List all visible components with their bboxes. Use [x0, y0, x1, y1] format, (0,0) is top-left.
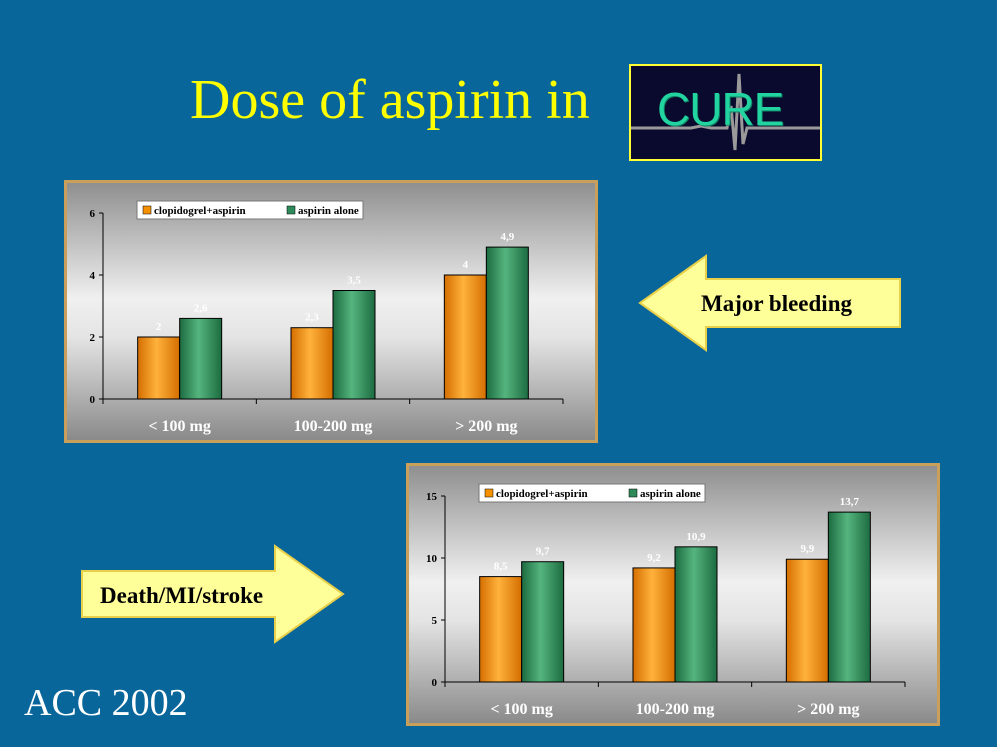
bar-aspirin — [179, 317, 223, 400]
bar-aspirin — [485, 246, 529, 400]
data-label-aspirin: 9,7 — [536, 546, 550, 558]
x-category-label: > 200 mg — [455, 418, 517, 435]
chart-legend: clopidogrel+aspirin aspirin alone — [136, 200, 364, 220]
bar-clopidogrel — [137, 336, 181, 400]
x-category-label: > 200 mg — [797, 701, 859, 718]
x-category-label: < 100 mg — [148, 418, 210, 435]
death-mi-stroke-chart: 0 5 10 15 < 100 mg 100-200 mg > 200 mg 8,5 9,2 9,… — [426, 483, 906, 718]
x-category-label: 100-200 mg — [636, 701, 715, 718]
bar-aspirin — [521, 561, 565, 683]
y-tick-label: 15 — [426, 491, 438, 503]
y-tick-label: 2 — [90, 332, 96, 344]
major-bleeding-label: Major bleeding — [701, 291, 852, 316]
legend-label-aspirin: aspirin alone — [640, 488, 701, 500]
data-label-clopidogrel: 8,5 — [494, 561, 508, 573]
y-tick-label: 6 — [90, 208, 96, 220]
x-category-label: 100-200 mg — [294, 418, 373, 435]
data-label-aspirin: 3,5 — [347, 275, 361, 287]
y-tick-label: 5 — [432, 615, 438, 627]
y-tick-label: 0 — [432, 677, 438, 689]
legend-swatch-clopidogrel — [484, 488, 494, 498]
data-label-aspirin: 2,6 — [194, 302, 208, 314]
chart-legend: clopidogrel+aspirin aspirin alone — [478, 483, 706, 503]
bar-aspirin — [827, 511, 871, 683]
death-mi-stroke-arrow: Death/MI/stroke — [80, 544, 345, 644]
death-mi-stroke-label: Death/MI/stroke — [100, 583, 264, 608]
legend-swatch-aspirin — [286, 205, 296, 215]
major-bleeding-arrow: Major bleeding — [638, 254, 902, 352]
data-label-aspirin: 10,9 — [686, 531, 706, 543]
legend-box — [136, 200, 364, 220]
right-arrow-icon — [81, 544, 345, 644]
bar-aspirin — [674, 546, 718, 683]
legend-label-clopidogrel: clopidogrel+aspirin — [154, 205, 246, 217]
legend-label-aspirin: aspirin alone — [298, 205, 359, 217]
logo-text: CURE — [657, 83, 784, 135]
bar-clopidogrel — [785, 558, 829, 683]
bar-clopidogrel — [632, 567, 676, 683]
slide-title: Dose of aspirin in — [190, 69, 590, 131]
cure-logo: CURE — [629, 64, 822, 161]
y-tick-label: 10 — [426, 553, 438, 565]
ecg-trace-icon — [631, 73, 820, 151]
legend-swatch-clopidogrel — [142, 205, 152, 215]
data-label-clopidogrel: 2,3 — [305, 312, 319, 324]
bleeding-chart: 0 2 4 6 < 100 mg 100-200 mg > 200 mg 2 2,3 4 2,6 3,… — [90, 200, 564, 435]
bar-aspirin — [332, 290, 376, 400]
data-label-aspirin: 13,7 — [840, 496, 860, 508]
left-arrow-icon — [638, 254, 901, 352]
data-label-clopidogrel: 4 — [463, 259, 469, 271]
y-tick-label: 4 — [90, 270, 96, 282]
data-label-clopidogrel: 9,2 — [647, 552, 661, 564]
footer-conference: ACC 2002 — [24, 682, 188, 724]
data-label-clopidogrel: 9,9 — [800, 543, 814, 555]
bleeding-chart-panel: 0 2 4 6 < 100 mg 100-200 mg > 200 mg 2 2,3 4 2,6 3,… — [64, 180, 598, 443]
data-label-clopidogrel: 2 — [156, 321, 162, 333]
data-label-aspirin: 4,9 — [500, 231, 514, 243]
y-tick-label: 0 — [90, 394, 96, 406]
legend-label-clopidogrel: clopidogrel+aspirin — [496, 488, 588, 500]
legend-box — [478, 483, 706, 503]
legend-swatch-aspirin — [628, 488, 638, 498]
x-category-label: < 100 mg — [490, 701, 552, 718]
death-chart-panel: 0 5 10 15 < 100 mg 100-200 mg > 200 mg 8,5 9,2 9,… — [406, 463, 940, 726]
bar-clopidogrel — [290, 327, 334, 400]
bar-clopidogrel — [443, 274, 487, 400]
bar-clopidogrel — [479, 576, 523, 683]
